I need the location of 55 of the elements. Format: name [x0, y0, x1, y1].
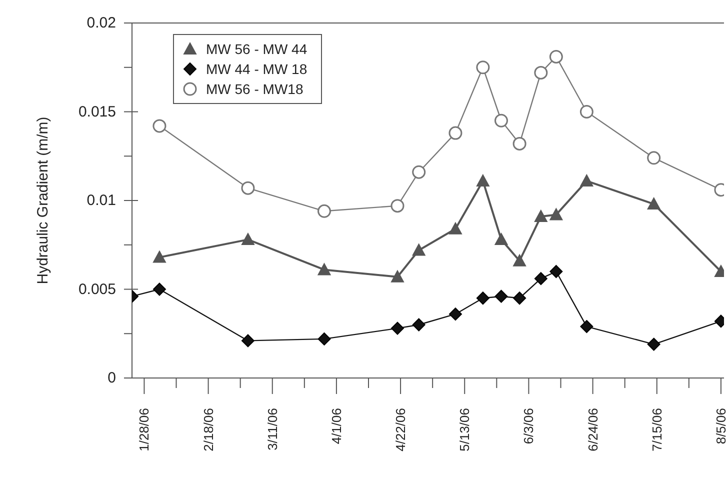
point [412, 244, 426, 256]
legend-label: MW 56 - MW18 [206, 81, 304, 97]
y-tick-label: 0.02 [86, 14, 116, 32]
point [241, 334, 254, 348]
y-axis-title: Hydraulic Gradient (m/m) [34, 116, 52, 284]
point [448, 308, 462, 321]
point [476, 292, 490, 305]
point [390, 199, 404, 213]
x-tick-label: 7/15/06 [649, 408, 664, 452]
x-tick-label: 6/3/06 [521, 408, 536, 444]
point [476, 174, 490, 186]
point [448, 126, 462, 140]
legend-label: MW 44 - MW 18 [206, 61, 308, 77]
point [513, 254, 526, 266]
x-tick-label: 3/11/06 [264, 408, 280, 450]
x-tick-label: 2/18/06 [200, 408, 216, 452]
point [494, 233, 508, 246]
point [550, 265, 563, 278]
point [390, 270, 404, 282]
point [534, 272, 548, 286]
x-tick-label: 1/28/06 [136, 408, 152, 452]
point [448, 222, 462, 234]
point [318, 263, 331, 276]
y-tick-label: 0.005 [78, 280, 116, 298]
point [241, 233, 254, 246]
x-tick-label: 8/5/06 [713, 408, 728, 444]
point [580, 320, 594, 334]
y-tick-label: 0 [108, 370, 116, 386]
point [580, 105, 594, 118]
point [647, 151, 661, 165]
point [534, 210, 548, 222]
point [412, 165, 426, 179]
point [513, 292, 526, 305]
point [549, 50, 563, 64]
point [494, 114, 508, 128]
point [241, 181, 255, 195]
point [494, 290, 508, 303]
x-tick-label: 5/13/06 [457, 408, 472, 452]
point [647, 198, 660, 210]
x-tick-label: 4/22/06 [393, 408, 408, 452]
point [318, 332, 331, 346]
point [476, 60, 490, 74]
legend-label: MW 56 - MW 44 [206, 41, 308, 57]
point [580, 174, 594, 186]
point [550, 208, 563, 220]
y-tick-label: 0.015 [78, 103, 116, 120]
point [512, 136, 526, 150]
x-tick-label: 4/1/06 [328, 408, 344, 444]
point [412, 318, 426, 332]
point [534, 66, 548, 80]
x-tick-label: 6/24/06 [585, 408, 600, 452]
y-tick-label: 0.01 [86, 192, 116, 209]
point [647, 338, 660, 351]
point [390, 322, 404, 335]
point [317, 204, 331, 218]
